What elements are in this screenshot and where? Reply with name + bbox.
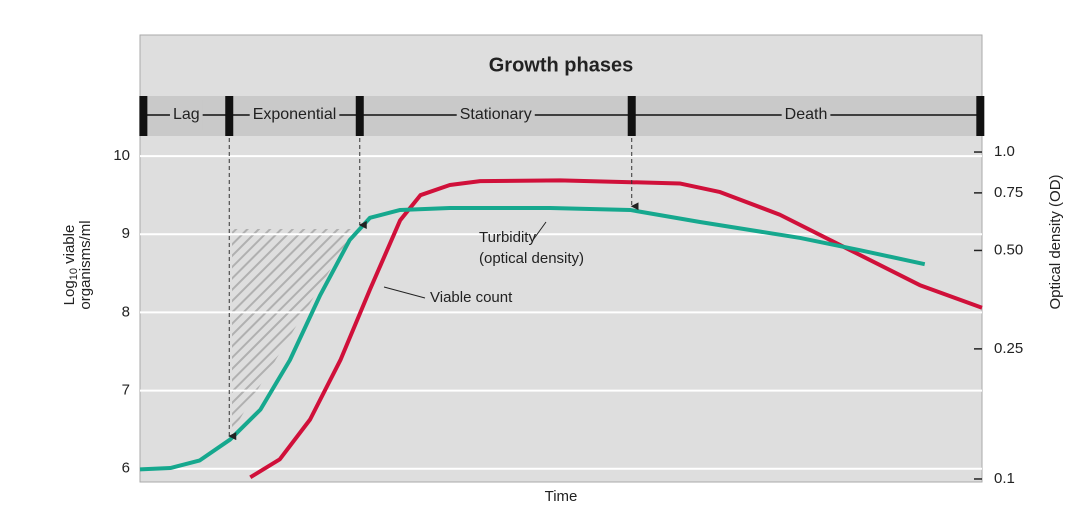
y2-axis-label: Optical density (OD) — [1047, 174, 1064, 309]
y-axis-label-rest: viable — [61, 225, 78, 268]
phase-boundary — [139, 96, 148, 136]
phase-boundary — [225, 96, 234, 136]
phase-label: Death — [785, 106, 828, 123]
y2-tick-label: 0.50 — [994, 241, 1023, 258]
phase-label-bg — [169, 100, 203, 130]
y-tick-label: 8 — [122, 303, 130, 320]
y-tick-label: 7 — [122, 382, 130, 399]
phase-label-bg — [249, 100, 340, 130]
y2-tick-label: 1.0 — [994, 143, 1015, 160]
y-tick-label: 9 — [122, 225, 130, 242]
annotation-leader — [383, 286, 426, 299]
phase-label-bg — [781, 100, 831, 130]
y-tick-label: 6 — [122, 460, 130, 477]
hatched-area — [232, 229, 355, 432]
series-line — [249, 178, 983, 480]
phase-boundary — [627, 96, 636, 136]
y-tick-label: 10 — [113, 147, 130, 164]
y2-tick-label: 0.25 — [994, 340, 1023, 357]
annotation: Turbidity — [479, 229, 536, 246]
y-axis-label-line2: organisms/ml — [77, 220, 94, 309]
phase-boundary — [355, 96, 364, 136]
phase-label: Stationary — [460, 106, 532, 123]
phase-boundary — [976, 96, 985, 136]
annotation: Viable count — [430, 289, 513, 306]
series-line — [139, 206, 926, 472]
annotation-leader — [532, 221, 547, 241]
y2-tick-label: 0.75 — [994, 184, 1023, 201]
chart-title: Growth phases — [489, 54, 633, 76]
y-axis-label: Log10 viable — [61, 225, 80, 306]
phase-label: Exponential — [253, 106, 337, 123]
phase-label-bg — [456, 100, 535, 130]
annotation: (optical density) — [479, 250, 584, 267]
phase-label: Lag — [173, 106, 200, 123]
y2-tick-label: 0.1 — [994, 470, 1015, 487]
y-axis-label-sub: 10 — [68, 268, 80, 280]
x-axis-label: Time — [545, 488, 578, 505]
y-axis-label-main: Log — [61, 280, 78, 305]
